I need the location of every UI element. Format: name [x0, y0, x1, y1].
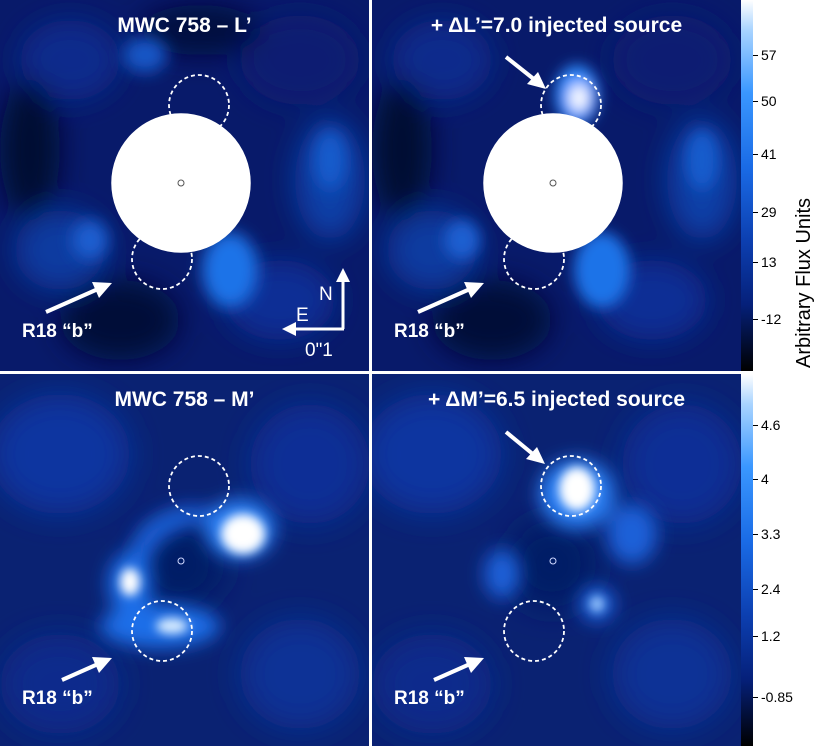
- tick-label: 50: [761, 93, 777, 109]
- horizontal-divider: [0, 371, 741, 374]
- star-marker: [549, 557, 557, 565]
- panel-title: + ΔM’=6.5 injected source: [427, 388, 686, 411]
- scale-bar-label: 0ʺ1: [305, 340, 333, 361]
- lprime-injected-image: [372, 0, 741, 371]
- tick: [753, 636, 758, 637]
- tick-label: 41: [761, 146, 777, 162]
- tick: [753, 425, 758, 426]
- panel-lprime-injected: + ΔL’=7.0 injected source R18 “b”: [372, 0, 741, 371]
- r18b-label: R18 “b”: [22, 688, 93, 709]
- lprime-image: [0, 0, 369, 371]
- r18b-label: R18 “b”: [394, 688, 465, 709]
- r18b-label: R18 “b”: [394, 321, 465, 342]
- injected-source-arrow-icon: [504, 430, 545, 464]
- panel-title: + ΔL’=7.0 injected source: [430, 14, 683, 37]
- tick: [753, 262, 758, 263]
- injected-source-circle: [540, 74, 602, 136]
- candidate-circle-upper: [168, 74, 230, 136]
- tick: [753, 319, 758, 320]
- star-marker: [177, 179, 185, 187]
- injected-source-arrow-icon: [504, 55, 546, 89]
- colorbar-mprime: [741, 374, 753, 746]
- r18b-circle: [503, 228, 565, 290]
- tick-label: -12: [761, 311, 782, 327]
- colorbar-lprime: [741, 0, 753, 371]
- r18b-circle: [131, 600, 193, 662]
- r18b-circle: [503, 600, 565, 662]
- panel-mwc758-mprime: MWC 758 – M’ R18 “b”: [0, 374, 369, 746]
- star-marker: [549, 179, 557, 187]
- tick: [753, 55, 758, 56]
- tick: [753, 534, 758, 535]
- tick-label: 13: [761, 254, 777, 270]
- tick-label: 29: [761, 204, 777, 220]
- tick: [753, 212, 758, 213]
- star-marker: [177, 557, 185, 565]
- r18b-label: R18 “b”: [22, 321, 93, 342]
- compass-icon: [282, 268, 350, 336]
- colorbar-label: Arbitrary Flux Units: [793, 197, 815, 369]
- candidate-circle-upper: [168, 455, 230, 517]
- tick-label: 2.4: [761, 581, 781, 597]
- panel-mwc758-lprime: MWC 758 – L’ R18 “b” N E 0ʺ1: [0, 0, 369, 371]
- mprime-injected-image: [372, 374, 741, 746]
- r18b-circle: [131, 228, 193, 290]
- panel-title: MWC 758 – M’: [114, 388, 255, 411]
- tick: [753, 154, 758, 155]
- tick-label: 4: [761, 471, 769, 487]
- panel-mprime-injected: + ΔM’=6.5 injected source R18 “b”: [372, 374, 741, 746]
- tick-label: 3.3: [761, 526, 781, 542]
- r18b-arrow-icon: [45, 282, 112, 314]
- mprime-image: [0, 374, 369, 746]
- coronagraph-mask: [111, 113, 251, 253]
- tick: [753, 589, 758, 590]
- compass-east-label: E: [296, 305, 309, 326]
- tick: [753, 101, 758, 102]
- tick: [753, 697, 758, 698]
- tick-label: 4.6: [761, 417, 781, 433]
- coronagraph-mask: [483, 113, 623, 253]
- r18b-arrow-icon: [433, 657, 484, 682]
- r18b-arrow-icon: [417, 282, 484, 314]
- compass-north-label: N: [319, 284, 333, 305]
- r18b-arrow-icon: [61, 657, 112, 682]
- tick-label: 1.2: [761, 628, 781, 644]
- tick-label: 57: [761, 47, 777, 63]
- injected-source-circle: [540, 455, 602, 517]
- tick: [753, 479, 758, 480]
- panel-title: MWC 758 – L’: [117, 14, 252, 37]
- tick-label: -0.85: [761, 689, 793, 705]
